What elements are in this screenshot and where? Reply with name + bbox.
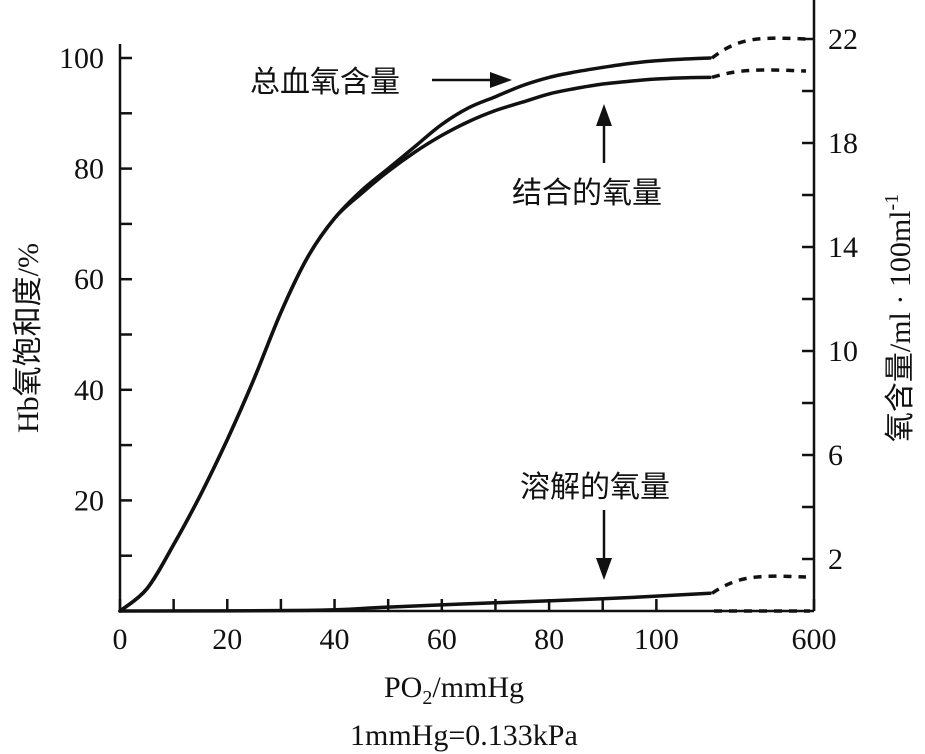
left-y-tick-label: 40 xyxy=(74,374,104,407)
series-dissolved-oxygen-line xyxy=(118,591,712,613)
left-y-axis-title: Hb氧饱和度/% xyxy=(12,243,45,433)
tick-labels: 0 20 40 60 80 100 600 20 40 60 80 100 2 6 10 14 18 22 xyxy=(59,23,858,656)
series-total-oxygen-extension xyxy=(710,36,807,60)
left-y-tick-label: 60 xyxy=(74,263,104,296)
x-axis-title-subscript: 2 xyxy=(422,687,432,709)
axes xyxy=(118,0,816,613)
annotation-dissolved-oxygen: 溶解的氧量 xyxy=(520,470,670,505)
arrowhead-dissolved-oxygen xyxy=(596,558,612,580)
right-y-tick-label: 18 xyxy=(828,127,858,160)
x-axis-title-unit: /mmHg xyxy=(432,671,524,704)
right-y-tick-label: 14 xyxy=(828,231,858,264)
series xyxy=(118,36,810,613)
right-y-axis-title-superscript: -1 xyxy=(881,194,903,211)
left-y-tick-label: 80 xyxy=(74,153,104,186)
x-tick-label: 20 xyxy=(212,623,242,656)
right-y-axis-title: 氧含量/ml · 100ml-1 xyxy=(881,194,917,442)
series-total-oxygen-line xyxy=(118,56,712,613)
left-y-tick-label: 100 xyxy=(59,42,104,75)
annotation-bound-oxygen: 结合的氧量 xyxy=(512,176,662,211)
right-y-tick-label: 6 xyxy=(828,439,843,472)
arrowhead-total-oxygen xyxy=(490,72,512,88)
right-y-tick-label: 2 xyxy=(828,543,843,576)
x-tick-label: 100 xyxy=(634,623,679,656)
series-bound-oxygen-extension xyxy=(711,68,807,80)
series-dissolved-oxygen-extension xyxy=(711,574,807,595)
x-axis-note: 1mmHg=0.133kPa xyxy=(350,719,578,752)
left-y-tick-label: 20 xyxy=(74,484,104,517)
x-axis-title: PO2/mmHg xyxy=(384,671,524,709)
annotation-total-oxygen: 总血氧含量 xyxy=(250,65,400,100)
right-y-tick-label: 22 xyxy=(828,23,858,56)
right-y-tick-label: 10 xyxy=(828,335,858,368)
series-bound-oxygen-line xyxy=(118,75,712,613)
arrowhead-bound-oxygen xyxy=(596,104,612,126)
x-tick-label: 0 xyxy=(113,623,128,656)
x-tick-label: 40 xyxy=(320,623,350,656)
x-tick-label: 60 xyxy=(427,623,457,656)
axis-titles: PO2/mmHg 1mmHg=0.133kPa Hb氧饱和度/% 氧含量/ml … xyxy=(12,194,917,752)
x-tick-label: 600 xyxy=(792,623,837,656)
ticks xyxy=(118,37,816,611)
annotations: 总血氧含量 结合的氧量 溶解的氧量 xyxy=(250,65,670,580)
x-tick-label: 80 xyxy=(534,623,564,656)
